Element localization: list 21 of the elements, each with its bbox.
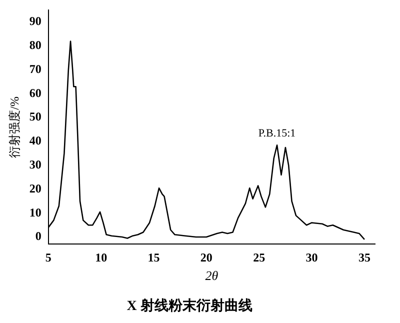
x-axis-title: 2θ (205, 268, 219, 283)
y-axis-title: 衍射强度/% (7, 96, 22, 158)
x-tick-label: 10 (95, 250, 108, 264)
y-tick-label: 60 (29, 86, 42, 100)
y-tick-label: 50 (29, 110, 42, 124)
x-tick-label: 5 (45, 250, 52, 264)
y-tick-label: 40 (29, 134, 42, 148)
y-tick-label: 30 (29, 158, 42, 172)
annotation: P.B.15:1 (258, 127, 296, 140)
x-tick-label: 25 (253, 250, 266, 264)
x-tick-label: 15 (148, 250, 160, 264)
y-tick-label: 90 (29, 14, 42, 28)
y-tick-label: 0 (35, 229, 42, 244)
x-tick-label: 20 (200, 250, 212, 264)
y-tick-label: 10 (29, 205, 42, 220)
y-tick-label: 20 (29, 181, 42, 196)
x-tick-label: 35 (358, 250, 370, 264)
y-tick-label: 70 (29, 62, 42, 76)
x-tick-label: 30 (306, 250, 318, 264)
text: X 射线粉末衍射曲线 (126, 298, 252, 314)
y-tick-label: 80 (29, 38, 42, 52)
